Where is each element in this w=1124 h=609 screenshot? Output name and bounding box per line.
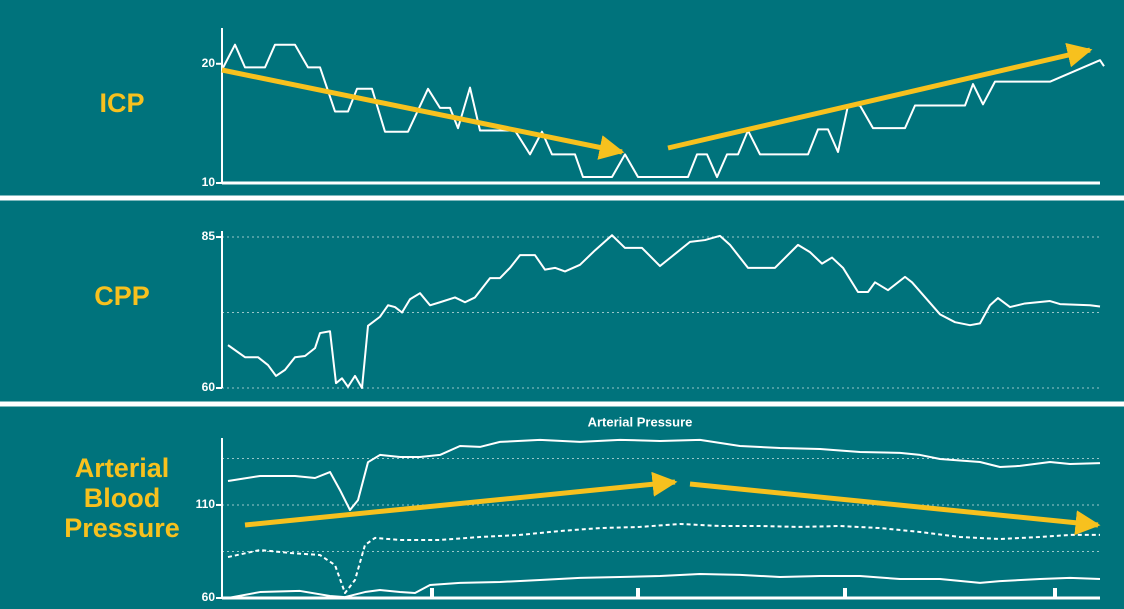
panel-label: ICP — [99, 88, 144, 118]
x-tick-marks — [430, 588, 1057, 598]
arrow — [689, 481, 1101, 536]
panel-label: Arterial — [75, 453, 170, 483]
arrow — [221, 67, 625, 160]
y-tick-label: 20 — [202, 56, 216, 70]
data-line — [227, 234, 1101, 389]
y-tick-label: 110 — [196, 497, 216, 511]
subtitle: Arterial Pressure — [588, 414, 693, 429]
data-line — [227, 438, 1101, 511]
data-line — [227, 573, 1101, 599]
trend-arrows — [221, 42, 1101, 536]
panel-label: Pressure — [64, 513, 180, 543]
arrow — [244, 471, 678, 528]
y-tick-label: 60 — [202, 380, 216, 394]
y-tick-label: 85 — [202, 229, 216, 243]
panel-label: CPP — [94, 281, 150, 311]
y-tick-label: 10 — [202, 175, 216, 189]
data-line — [227, 522, 1100, 594]
arrow — [667, 42, 1093, 151]
panel-label: Blood — [84, 483, 160, 513]
data-line — [221, 43, 1105, 179]
y-tick-label: 60 — [202, 590, 216, 604]
